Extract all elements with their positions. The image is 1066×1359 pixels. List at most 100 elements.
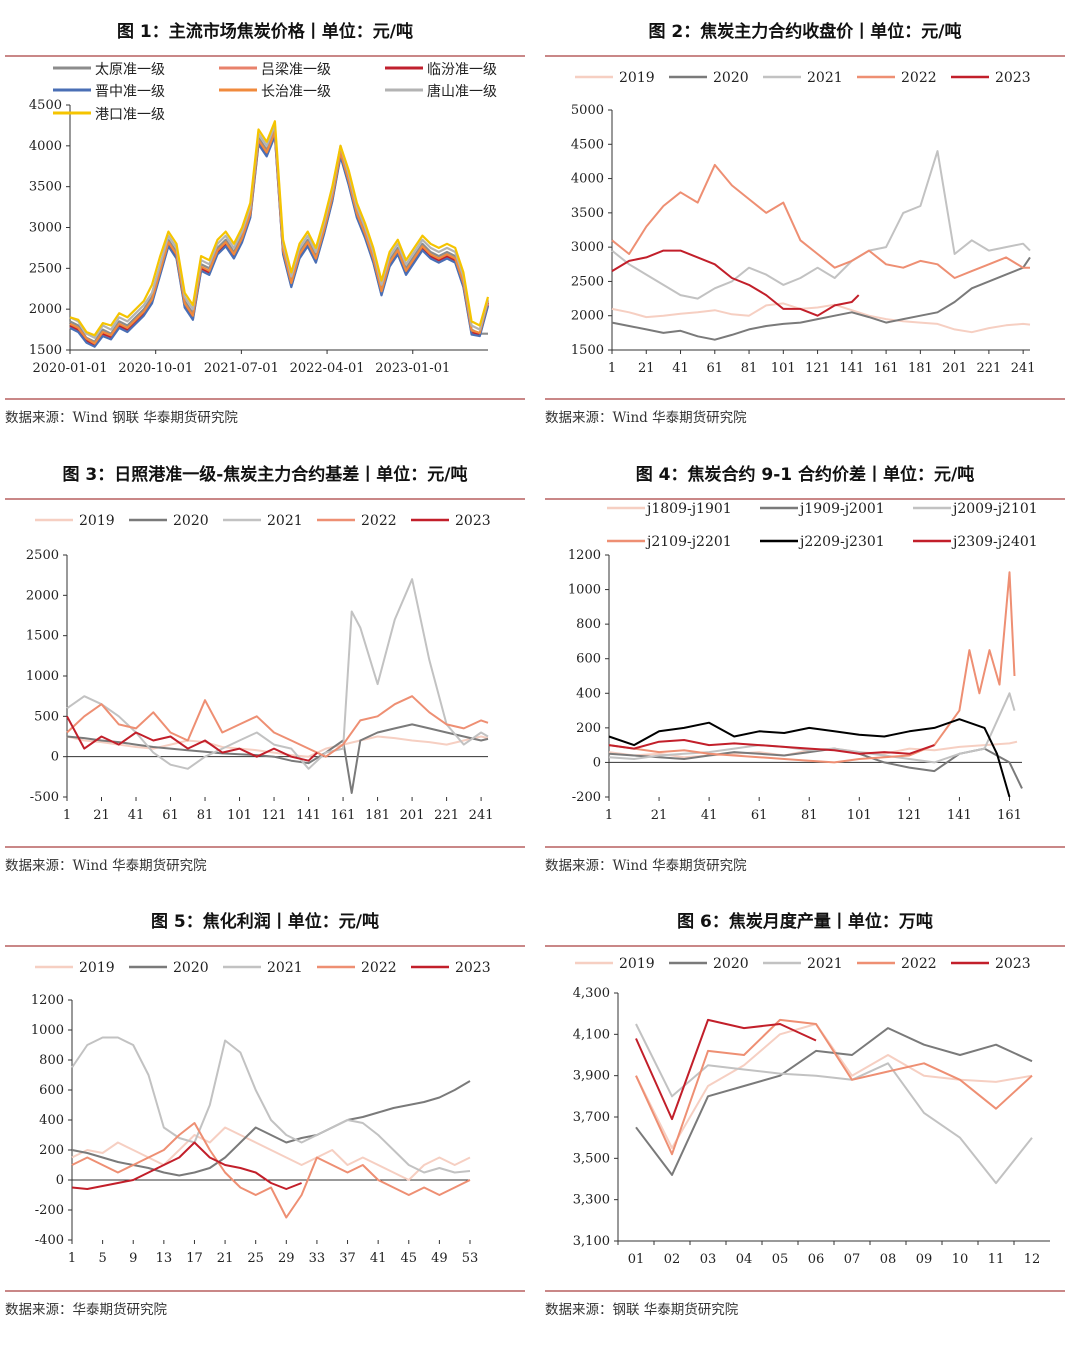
- x-tick-label: 241: [1011, 361, 1036, 376]
- x-tick-label: 181: [365, 808, 390, 823]
- x-tick-label: 08: [880, 1252, 897, 1267]
- x-tick-label: 10: [952, 1252, 969, 1267]
- x-tick-label: 41: [701, 808, 718, 823]
- y-tick-label: 2000: [26, 588, 59, 603]
- legend-label: 2019: [79, 513, 115, 529]
- x-tick-label: 81: [801, 808, 818, 823]
- chart-title: 图 3：日照港准一级-焦炭主力合约基差丨单位：元/吨: [5, 458, 525, 500]
- legend-label: j2209-j2301: [798, 534, 885, 550]
- x-tick-label: 45: [400, 1251, 417, 1266]
- y-tick-label: 800: [576, 617, 601, 632]
- legend-label: j1809-j1901: [645, 501, 732, 517]
- legend-label: j1909-j2001: [798, 501, 885, 517]
- x-tick-label: 04: [736, 1252, 753, 1267]
- x-tick-label: 53: [462, 1251, 479, 1266]
- y-tick-label: 3,300: [573, 1193, 610, 1208]
- chart-source: 数据来源：Wind 华泰期货研究院: [545, 398, 1065, 432]
- x-tick-label: 121: [805, 361, 830, 376]
- y-tick-label: 200: [39, 1143, 64, 1158]
- chart-source: 数据来源：华泰期货研究院: [5, 1290, 525, 1324]
- x-tick-label: 201: [942, 361, 967, 376]
- x-tick-label: 01: [628, 1252, 645, 1267]
- series-line-2021: [66, 578, 489, 770]
- legend-label: 2020: [173, 513, 209, 529]
- x-tick-label: 41: [370, 1251, 387, 1266]
- y-tick-label: 800: [39, 1053, 64, 1068]
- y-tick-label: -200: [572, 790, 601, 805]
- legend-label: j2309-j2401: [951, 534, 1038, 550]
- y-tick-label: -500: [30, 790, 59, 805]
- legend-label: 晋中准一级: [95, 84, 165, 100]
- x-tick-label: 61: [751, 808, 768, 823]
- x-tick-label: 61: [162, 808, 179, 823]
- x-tick-label: 09: [916, 1252, 933, 1267]
- chart-title: 图 1：主流市场焦炭价格丨单位：元/吨: [5, 15, 525, 57]
- x-tick-label: 141: [839, 361, 864, 376]
- y-tick-label: 2500: [26, 548, 59, 563]
- legend-label: 2020: [173, 960, 209, 976]
- legend-label: 2019: [619, 70, 655, 86]
- series-line-2022: [611, 163, 1030, 279]
- y-tick-label: 1500: [571, 343, 604, 358]
- y-tick-label: 0: [51, 750, 59, 765]
- x-tick-label: 12: [1024, 1252, 1041, 1267]
- series-line-2021: [611, 150, 1031, 300]
- y-tick-label: 2500: [29, 261, 62, 276]
- y-tick-label: 400: [39, 1113, 64, 1128]
- series-line-2021: [71, 1036, 471, 1174]
- legend-label: j2109-j2201: [645, 534, 732, 550]
- legend-label: 唐山准一级: [427, 83, 497, 100]
- chart-source: 数据来源：Wind 钢联 华泰期货研究院: [5, 398, 525, 432]
- series-line-2022: [66, 695, 489, 758]
- x-tick-label: 2023-01-01: [375, 361, 450, 376]
- chart-source: 数据来源：Wind 华泰期货研究院: [545, 846, 1065, 880]
- legend-label: 2022: [901, 956, 937, 972]
- x-tick-label: 141: [296, 808, 321, 823]
- legend-label: 港口准一级: [95, 107, 165, 123]
- legend-label: 2023: [995, 956, 1031, 972]
- x-tick-label: 2020-01-01: [33, 361, 108, 376]
- legend-label: 2023: [455, 513, 491, 529]
- series-line-2019: [71, 1126, 471, 1181]
- y-tick-label: 4,100: [573, 1027, 610, 1042]
- x-tick-label: 13: [156, 1251, 173, 1266]
- y-tick-label: 2000: [571, 309, 604, 324]
- x-tick-label: 81: [197, 808, 214, 823]
- y-tick-label: 1200: [31, 993, 64, 1008]
- legend-label: 2022: [361, 513, 397, 529]
- x-tick-label: 17: [186, 1251, 203, 1266]
- legend-label: 2021: [267, 513, 303, 529]
- x-tick-label: 81: [741, 361, 758, 376]
- legend-label: 长治准一级: [261, 84, 331, 100]
- chart-source: 数据来源：钢联 华泰期货研究院: [545, 1290, 1065, 1324]
- legend-label: 2019: [79, 960, 115, 976]
- y-tick-label: 3000: [29, 221, 62, 236]
- series-line-2020: [66, 723, 489, 794]
- x-tick-label: 121: [262, 808, 287, 823]
- x-tick-label: 03: [700, 1252, 717, 1267]
- x-tick-label: 1: [68, 1251, 76, 1266]
- y-tick-label: -400: [35, 1233, 64, 1248]
- x-tick-label: 1: [605, 808, 613, 823]
- x-tick-label: 29: [278, 1251, 295, 1266]
- legend-label: 2020: [713, 956, 749, 972]
- legend-label: 2021: [267, 960, 303, 976]
- x-tick-label: 21: [93, 808, 110, 823]
- x-tick-label: 49: [431, 1251, 448, 1266]
- legend-label: j2009-j2101: [951, 501, 1038, 517]
- x-tick-label: 141: [947, 808, 972, 823]
- y-tick-label: 1500: [29, 343, 62, 358]
- y-tick-label: 600: [576, 652, 601, 667]
- x-tick-label: 41: [672, 361, 689, 376]
- x-tick-label: 37: [339, 1251, 356, 1266]
- series-line-j2109-j2201: [608, 571, 1016, 764]
- series-line-2023: [66, 715, 318, 762]
- x-tick-label: 161: [997, 808, 1022, 823]
- series-line-2023: [611, 249, 860, 317]
- y-tick-label: 3500: [571, 206, 604, 221]
- x-tick-label: 33: [309, 1251, 326, 1266]
